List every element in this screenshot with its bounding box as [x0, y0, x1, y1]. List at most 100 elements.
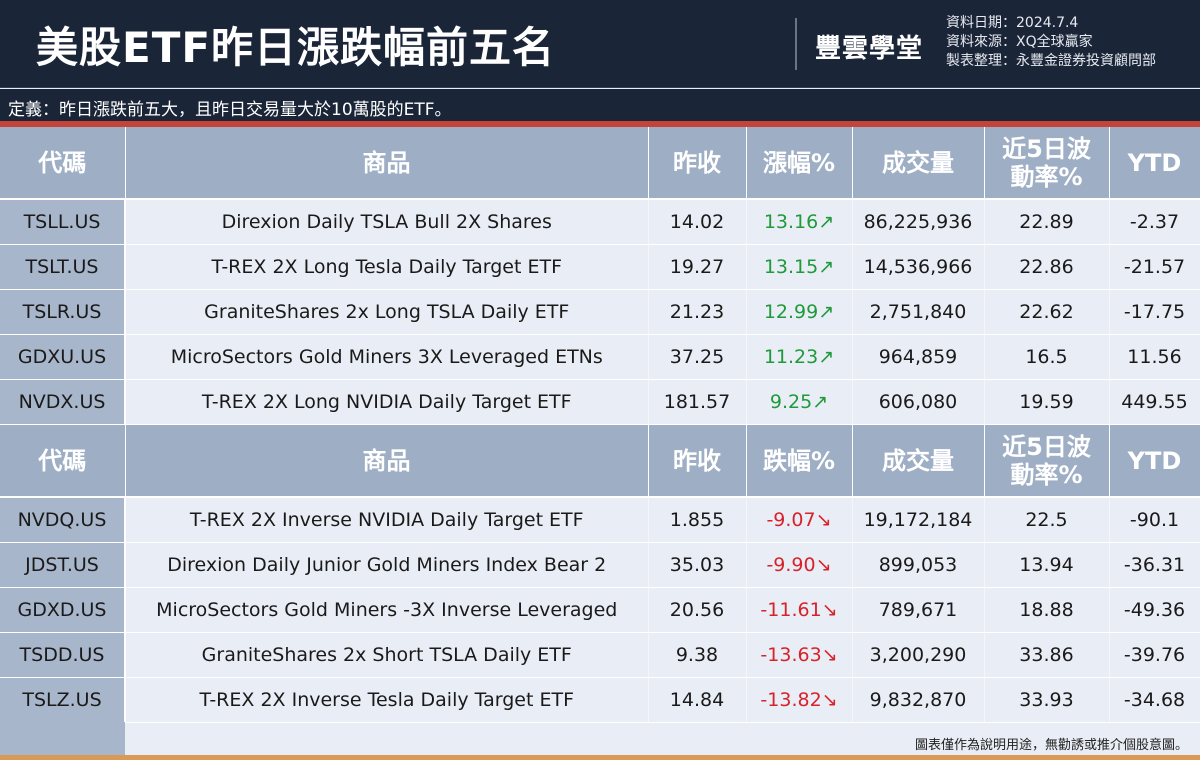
product-name: Direxion Daily Junior Gold Miners Index …	[125, 542, 649, 588]
compiled-by: 製表整理：永豐金證券投資顧問部	[946, 53, 1156, 69]
column-header: 漲幅%	[746, 127, 853, 200]
page-title: 美股ETF昨日漲跌幅前五名	[36, 23, 556, 72]
volatility-5d: 18.88	[984, 587, 1110, 634]
ticker: TSLZ.US	[0, 677, 126, 724]
volatility-5d: 19.59	[984, 379, 1110, 426]
column-header: 代碼	[0, 127, 126, 200]
ytd: -36.31	[1109, 542, 1200, 588]
gainers-header-row: 代碼 商品 昨收 漲幅% 成交量 近5日波動率% YTD	[0, 127, 1200, 200]
change-pct: 13.15↗	[746, 244, 853, 290]
prev-close: 35.03	[648, 542, 747, 588]
table-row: NVDX.US T-REX 2X Long NVIDIA Daily Target…	[0, 379, 1200, 426]
table-row: NVDQ.US T-REX 2X Inverse NVIDIA Daily Tar…	[0, 496, 1200, 543]
volume: 9,832,870	[852, 677, 985, 724]
column-header: 成交量	[852, 424, 985, 498]
product-name: MicroSectors Gold Miners -3X Inverse Lev…	[125, 587, 649, 634]
column-header: 跌幅%	[746, 424, 853, 498]
footer-code-cell	[0, 722, 125, 755]
table-row: TSLL.US Direxion Daily TSLA Bull 2X Share…	[0, 199, 1200, 245]
ticker: GDXD.US	[0, 587, 126, 634]
volume: 3,200,290	[852, 632, 985, 679]
ticker: NVDQ.US	[0, 496, 126, 543]
change-pct: 9.25↗	[746, 379, 853, 426]
volume: 789,671	[852, 587, 985, 634]
data-date: 資料日期：2024.7.4	[946, 15, 1079, 31]
ticker: JDST.US	[0, 542, 126, 588]
table-row: JDST.US Direxion Daily Junior Gold Miners…	[0, 542, 1200, 588]
volume: 19,172,184	[852, 496, 985, 543]
volume: 2,751,840	[852, 289, 985, 336]
volume: 14,536,966	[852, 244, 985, 290]
change-pct: -13.82↘	[746, 677, 853, 724]
ytd: -34.68	[1109, 677, 1200, 724]
ticker: TSLL.US	[0, 199, 126, 245]
volume: 86,225,936	[852, 199, 985, 245]
volatility-5d: 22.62	[984, 289, 1110, 336]
definition-text: 定義：昨日漲跌前五大，且昨日交易量大於10萬股的ETF。	[0, 89, 1200, 121]
column-header: YTD	[1109, 424, 1200, 498]
table-row: TSLZ.US T-REX 2X Inverse Tesla Daily Targ…	[0, 677, 1200, 724]
ticker: NVDX.US	[0, 379, 126, 426]
product-name: T-REX 2X Long Tesla Daily Target ETF	[125, 244, 649, 290]
ticker: TSDD.US	[0, 632, 126, 679]
column-header: 商品	[125, 424, 649, 498]
table-row: TSLT.US T-REX 2X Long Tesla Daily Target …	[0, 244, 1200, 290]
volatility-5d: 22.5	[984, 496, 1110, 543]
data-source: 資料來源：XQ全球贏家	[946, 34, 1093, 50]
prev-close: 19.27	[648, 244, 747, 290]
prev-close: 20.56	[648, 587, 747, 634]
ytd: 11.56	[1109, 334, 1200, 381]
product-name: T-REX 2X Long NVIDIA Daily Target ETF	[125, 379, 649, 426]
table-row: GDXD.US MicroSectors Gold Miners -3X Inve…	[0, 587, 1200, 634]
losers-header-row: 代碼 商品 昨收 跌幅% 成交量 近5日波動率% YTD	[0, 424, 1200, 498]
prev-close: 21.23	[648, 289, 747, 336]
column-header: 商品	[125, 127, 649, 200]
etf-table: 代碼 商品 昨收 漲幅% 成交量 近5日波動率% YTD TSLL.US Direxion Da…	[0, 127, 1200, 724]
change-pct: -13.63↘	[746, 632, 853, 679]
table-row: TSLR.US GraniteShares 2x Long TSLA Daily …	[0, 289, 1200, 336]
product-name: T-REX 2X Inverse NVIDIA Daily Target ETF	[125, 496, 649, 543]
ytd: -2.37	[1109, 199, 1200, 245]
table-row: GDXU.US MicroSectors Gold Miners 3X Lever…	[0, 334, 1200, 381]
product-name: Direxion Daily TSLA Bull 2X Shares	[125, 199, 649, 245]
divider	[795, 18, 797, 70]
change-pct: 11.23↗	[746, 334, 853, 381]
source-info: 資料日期：2024.7.4 資料來源：XQ全球贏家 製表整理：永豐金證券投資顧問…	[946, 14, 1156, 71]
column-header: 近5日波動率%	[984, 424, 1110, 498]
ytd: -39.76	[1109, 632, 1200, 679]
change-pct: -9.90↘	[746, 542, 853, 588]
ytd: -90.1	[1109, 496, 1200, 543]
product-name: GraniteShares 2x Long TSLA Daily ETF	[125, 289, 649, 336]
prev-close: 14.02	[648, 199, 747, 245]
logo: 豐雲學堂	[815, 34, 924, 64]
product-name: MicroSectors Gold Miners 3X Leveraged ET…	[125, 334, 649, 381]
product-name: T-REX 2X Inverse Tesla Daily Target ETF	[125, 677, 649, 724]
ytd: -17.75	[1109, 289, 1200, 336]
column-header: 近5日波動率%	[984, 127, 1110, 200]
volatility-5d: 33.86	[984, 632, 1110, 679]
change-pct: -9.07↘	[746, 496, 853, 543]
ytd: 449.55	[1109, 379, 1200, 426]
bottom-accent-line	[0, 755, 1200, 760]
title-banner: 美股ETF昨日漲跌幅前五名 豐雲學堂 資料日期：2024.7.4 資料來源：XQ…	[0, 0, 1200, 88]
change-pct: 13.16↗	[746, 199, 853, 245]
prev-close: 14.84	[648, 677, 747, 724]
column-header: 代碼	[0, 424, 126, 498]
change-pct: 12.99↗	[746, 289, 853, 336]
product-name: GraniteShares 2x Short TSLA Daily ETF	[125, 632, 649, 679]
column-header: 昨收	[648, 127, 747, 200]
table-row: TSDD.US GraniteShares 2x Short TSLA Daily…	[0, 632, 1200, 679]
ytd: -49.36	[1109, 587, 1200, 634]
column-header: YTD	[1109, 127, 1200, 200]
ytd: -21.57	[1109, 244, 1200, 290]
prev-close: 1.855	[648, 496, 747, 543]
footer: 圖表僅作為說明用途，無勸誘或推介個股意圖。	[0, 722, 1200, 755]
ticker: TSLT.US	[0, 244, 126, 290]
disclaimer: 圖表僅作為說明用途，無勸誘或推介個股意圖。	[914, 738, 1188, 753]
column-header: 昨收	[648, 424, 747, 498]
volatility-5d: 22.89	[984, 199, 1110, 245]
volatility-5d: 13.94	[984, 542, 1110, 588]
prev-close: 37.25	[648, 334, 747, 381]
prev-close: 181.57	[648, 379, 747, 426]
prev-close: 9.38	[648, 632, 747, 679]
